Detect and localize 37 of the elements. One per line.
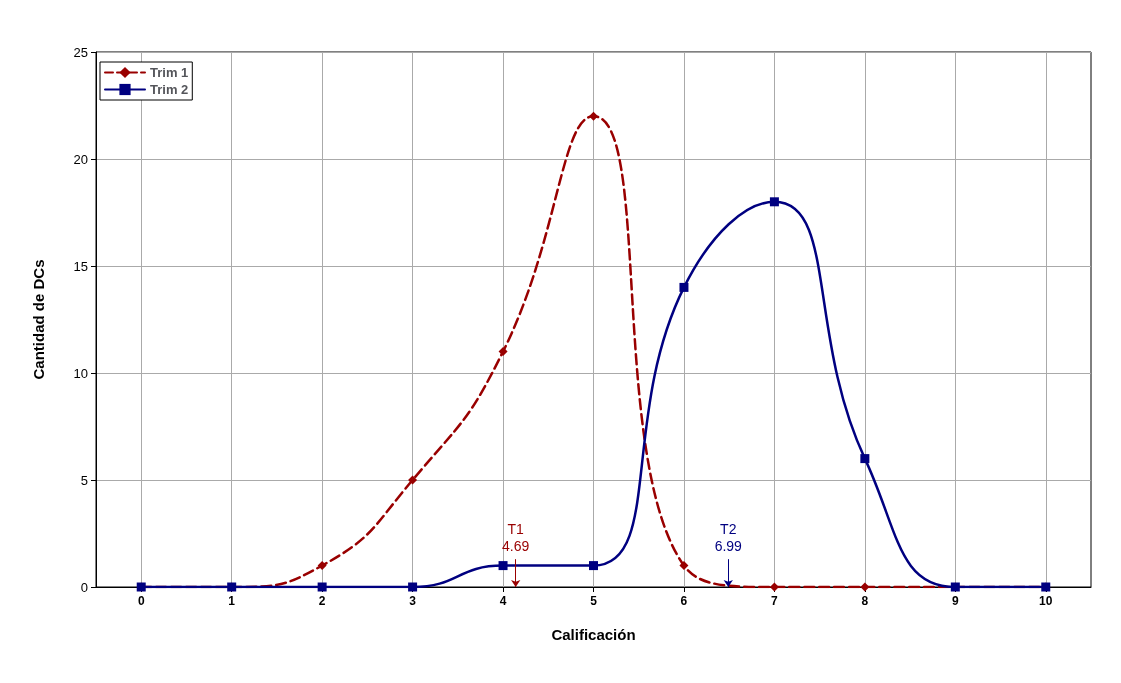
x-tick-label: 3 (409, 594, 417, 608)
point (408, 582, 418, 592)
point (317, 561, 327, 571)
annotation: T1 4.69 (502, 520, 530, 554)
x-tick-label: 6 (680, 594, 688, 608)
point (769, 197, 779, 207)
legend-label: Trim 2 (150, 82, 189, 97)
annotation: T2 6.99 (714, 520, 743, 554)
x-tick-label: 0 (137, 594, 145, 608)
x-tick-label: 8 (861, 594, 869, 608)
x-tick-label: 5 (590, 594, 598, 608)
x-tick-label: 9 (951, 594, 959, 608)
point (860, 454, 870, 464)
point (860, 582, 870, 592)
point (679, 282, 689, 292)
x-tick-label: 10 (1039, 594, 1053, 608)
x-axis-title: Calificación (551, 626, 636, 643)
point (679, 561, 689, 571)
point (589, 561, 598, 571)
point (408, 475, 418, 485)
y-tick-label: 25 (73, 44, 88, 60)
point (317, 582, 327, 592)
y-tick-label: 15 (73, 258, 88, 274)
x-tick-label: 1 (228, 594, 236, 608)
y-tick-label: 0 (80, 579, 88, 595)
x-tick-label: 7 (771, 594, 779, 608)
x-tick-label: 2 (318, 594, 326, 608)
y-tick-label: 5 (80, 472, 88, 488)
y-tick-label: 20 (73, 151, 88, 167)
x-tick-label: 4 (499, 594, 507, 608)
point (498, 561, 508, 571)
legend-label: Trim 1 (150, 65, 189, 80)
y-tick-label: 10 (73, 365, 88, 381)
point (589, 111, 598, 121)
point (498, 347, 508, 357)
point (769, 582, 779, 592)
y-axis-title: Cantidad de DCs (30, 259, 47, 380)
